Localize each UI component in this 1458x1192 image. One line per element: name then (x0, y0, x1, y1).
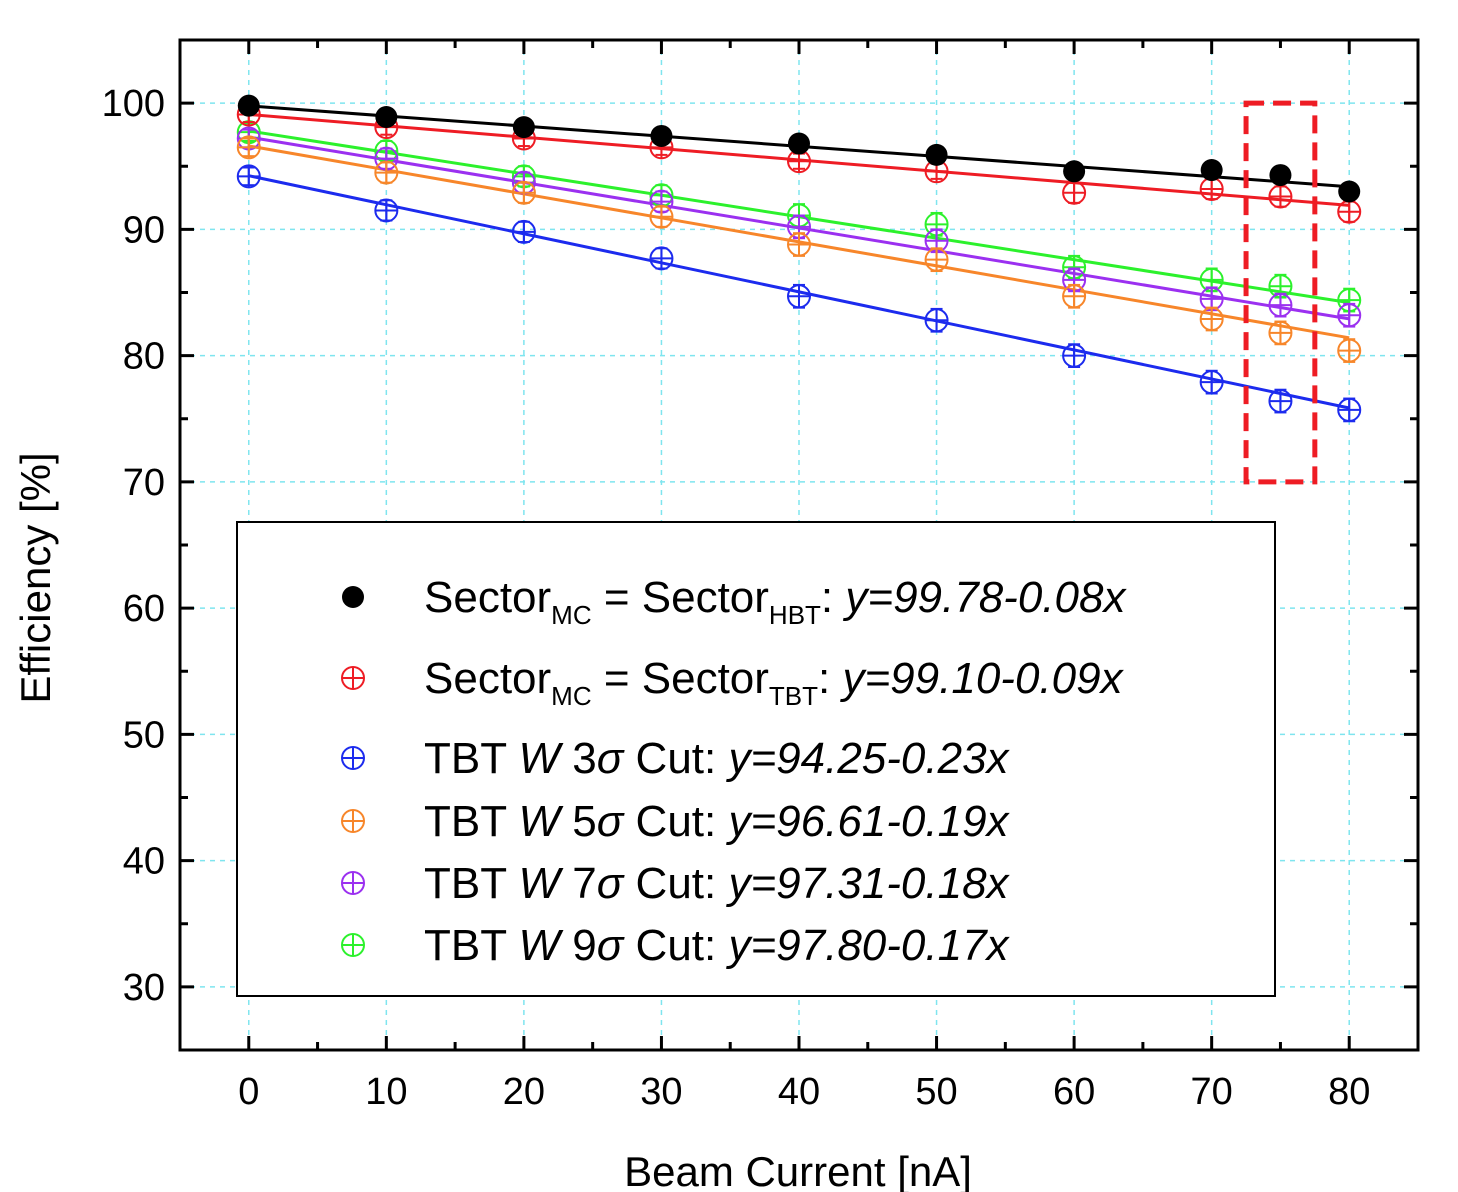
data-point-hbt (1200, 159, 1223, 182)
data-point-hbt (375, 106, 398, 129)
x-tick-label: 60 (1053, 1071, 1095, 1113)
y-tick-label: 90 (123, 209, 165, 251)
data-points (236, 94, 1362, 423)
y-tick-label: 100 (102, 83, 165, 125)
y-tick-label: 80 (123, 336, 165, 378)
x-tick-label: 0 (238, 1071, 259, 1113)
data-point-hbt (1338, 180, 1361, 203)
y-tick-label: 50 (123, 714, 165, 756)
axis-ticks (180, 40, 1418, 1050)
data-point-hbt (1269, 164, 1292, 187)
legend-entry-hbt: SectorMC = SectorHBT: y=99.78-0.08x (424, 573, 1127, 630)
legend-entry-w5: TBT W 5σ Cut: y=96.61-0.19x (424, 797, 1011, 846)
legend-markers (341, 586, 365, 957)
y-tick-label: 70 (123, 462, 165, 504)
y-tick-label: 40 (123, 841, 165, 883)
data-point-hbt (788, 132, 810, 155)
x-tick-label: 20 (503, 1071, 545, 1113)
legend-entry-w3: TBT W 3σ Cut: y=94.25-0.23x (424, 734, 1011, 783)
x-axis-title: Beam Current [nA] (624, 1148, 972, 1192)
data-point-hbt (1063, 160, 1086, 183)
data-point-hbt (650, 124, 673, 147)
y-axis-title: Efficiency [%] (12, 452, 59, 703)
tick-labels: 0 10 20 30 40 50 60 70 80 30 40 50 60 70 80 90 100 (102, 83, 1371, 1113)
x-tick-label: 70 (1191, 1071, 1233, 1113)
highlight-box (1243, 100, 1318, 485)
x-tick-label: 80 (1328, 1071, 1370, 1113)
legend: SectorMC = SectorHBT: y=99.78-0.08x Sect… (236, 521, 1276, 997)
legend-marker-hbt (342, 586, 364, 608)
legend-entry-tbt: SectorMC = SectorTBT: y=99.10-0.09x (424, 654, 1125, 711)
data-point-hbt (512, 116, 535, 139)
legend-entry-w7: TBT W 7σ Cut: y=97.31-0.18x (424, 859, 1011, 908)
data-point-hbt (237, 94, 260, 117)
x-tick-label: 10 (365, 1071, 407, 1113)
y-tick-label: 60 (123, 588, 165, 630)
x-tick-label: 40 (778, 1071, 820, 1113)
legend-box (236, 521, 1276, 997)
y-tick-label: 30 (123, 967, 165, 1009)
data-point-hbt (925, 143, 948, 166)
legend-entry-w9: TBT W 9σ Cut: y=97.80-0.17x (424, 921, 1011, 970)
x-tick-label: 50 (915, 1071, 957, 1113)
x-tick-label: 30 (640, 1071, 682, 1113)
